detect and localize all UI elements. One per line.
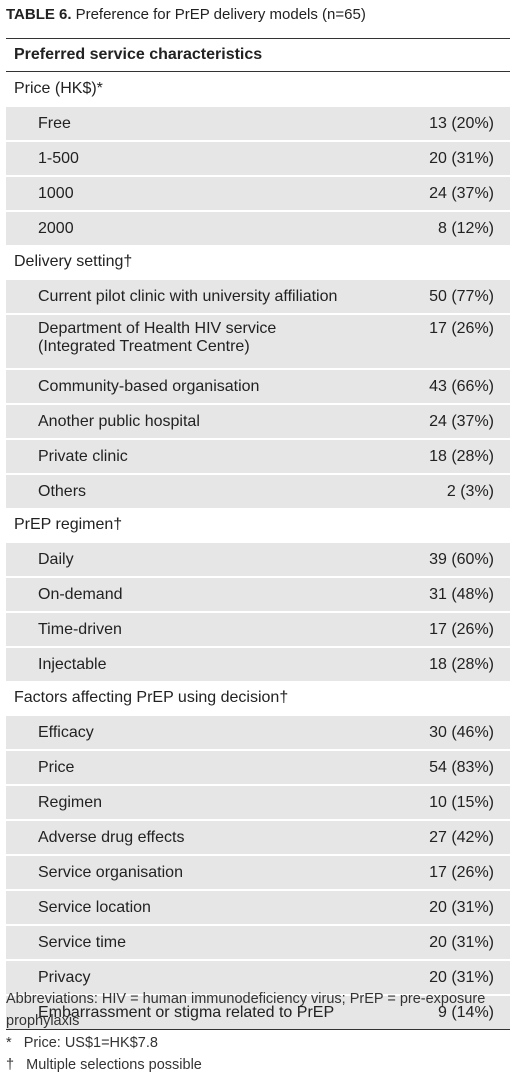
row-value: 8 (12%): [411, 210, 510, 245]
table: Preferred service characteristics Price (…: [6, 38, 510, 1030]
footnote: † Multiple selections possible: [6, 1057, 202, 1073]
row-value: 30 (46%): [411, 714, 510, 750]
section-label: Delivery setting†: [14, 252, 133, 270]
footnote: * Price: US$1=HK$7.8: [6, 1035, 158, 1051]
table-body: Preferred service characteristics Price (…: [6, 38, 510, 1030]
row-value: 20 (31%): [411, 959, 510, 995]
data-row: Efficacy 30 (46%): [6, 714, 510, 750]
row-label: Privacy: [6, 959, 412, 995]
footnote: Abbreviations: HIV = human immunodeficie…: [6, 991, 490, 1029]
data-row: Current pilot clinic with university aff…: [6, 278, 510, 314]
row-value: 17 (26%): [411, 854, 510, 890]
data-row: Another public hospital 24 (37%): [6, 403, 510, 439]
data-row: 1-500 20 (31%): [6, 140, 510, 176]
data-row: Embarrassment or stigma related to PrEP 9…: [6, 994, 510, 1030]
row-value: 2 (3%): [411, 473, 510, 508]
data-row: Injectable 18 (28%): [6, 646, 510, 681]
row-value: 31 (48%): [411, 576, 510, 612]
row-label: Injectable: [6, 646, 412, 681]
row-value: 39 (60%): [411, 541, 510, 577]
header-row: Preferred service characteristics: [6, 38, 510, 72]
data-row: 1000 24 (37%): [6, 175, 510, 211]
row-label: Embarrassment or stigma related to PrEP: [6, 994, 412, 1030]
data-row: Free 13 (20%): [6, 105, 510, 141]
data-row: Service time 20 (31%): [6, 924, 510, 960]
section-row: Factors affecting PrEP using decision†: [6, 681, 510, 715]
table-title: TABLE 6. Preference for PrEP delivery mod…: [6, 6, 366, 23]
section-row: Price (HK$)*: [6, 72, 510, 107]
row-value: 9 (14%): [411, 994, 510, 1030]
row-label: Service time: [6, 924, 412, 960]
header-cell: Preferred service characteristics: [6, 38, 510, 72]
section-row: Delivery setting†: [6, 245, 510, 279]
row-label: Department of Health HIV service (Integr…: [6, 313, 412, 369]
row-value: 20 (31%): [411, 924, 510, 960]
row-label: 1-500: [6, 140, 412, 176]
data-row: Service organisation 17 (26%): [6, 854, 510, 890]
row-label: Efficacy: [6, 714, 412, 750]
row-label: Free: [6, 105, 412, 141]
row-value: 20 (31%): [411, 140, 510, 176]
data-row: Time-driven 17 (26%): [6, 611, 510, 647]
row-value: 50 (77%): [411, 278, 510, 314]
row-label: Community-based organisation: [6, 368, 412, 404]
row-value: 17 (26%): [411, 611, 510, 647]
row-label: On-demand: [6, 576, 412, 612]
row-label: Time-driven: [6, 611, 412, 647]
footnotes: Abbreviations: HIV = human immunodeficie…: [6, 988, 496, 1076]
section-label: Price (HK$)*: [14, 79, 103, 97]
row-label: Regimen: [6, 784, 412, 820]
section-label: Factors affecting PrEP using decision†: [14, 688, 289, 706]
row-value: 13 (20%): [411, 105, 510, 141]
row-value: 18 (28%): [411, 646, 510, 681]
data-row: Privacy 20 (31%): [6, 959, 510, 995]
table-number: TABLE 6.: [6, 6, 72, 23]
data-row: Department of Health HIV service (Integr…: [6, 313, 510, 369]
data-row: On-demand 31 (48%): [6, 576, 510, 612]
row-value: 20 (31%): [411, 889, 510, 925]
row-label: Others: [6, 473, 412, 508]
data-row: Price 54 (83%): [6, 749, 510, 785]
row-label: Price: [6, 749, 412, 785]
row-value: 43 (66%): [411, 368, 510, 404]
data-row: Private clinic 18 (28%): [6, 438, 510, 474]
data-row: Daily 39 (60%): [6, 541, 510, 577]
row-label: Daily: [6, 541, 412, 577]
data-row: Others 2 (3%): [6, 473, 510, 508]
data-row: Community-based organisation 43 (66%): [6, 368, 510, 404]
row-label: Adverse drug effects: [6, 819, 412, 855]
data-row: Service location 20 (31%): [6, 889, 510, 925]
row-label: Current pilot clinic with university aff…: [6, 278, 412, 314]
row-label: Another public hospital: [6, 403, 412, 439]
title-text: Preference for PrEP delivery models (n=6…: [75, 6, 366, 23]
row-label: 2000: [6, 210, 412, 245]
row-value: 18 (28%): [411, 438, 510, 474]
section-row: PrEP regimen†: [6, 508, 510, 542]
row-label: Private clinic: [6, 438, 412, 474]
data-row: 2000 8 (12%): [6, 210, 510, 245]
row-label: Service organisation: [6, 854, 412, 890]
section-label: PrEP regimen†: [14, 515, 123, 533]
row-value: 17 (26%): [411, 313, 510, 369]
data-row: Adverse drug effects 27 (42%): [6, 819, 510, 855]
row-label: 1000: [6, 175, 412, 211]
row-value: 24 (37%): [411, 175, 510, 211]
row-value: 54 (83%): [411, 749, 510, 785]
row-value: 10 (15%): [411, 784, 510, 820]
data-row: Regimen 10 (15%): [6, 784, 510, 820]
row-value: 24 (37%): [411, 403, 510, 439]
row-label: Service location: [6, 889, 412, 925]
row-value: 27 (42%): [411, 819, 510, 855]
